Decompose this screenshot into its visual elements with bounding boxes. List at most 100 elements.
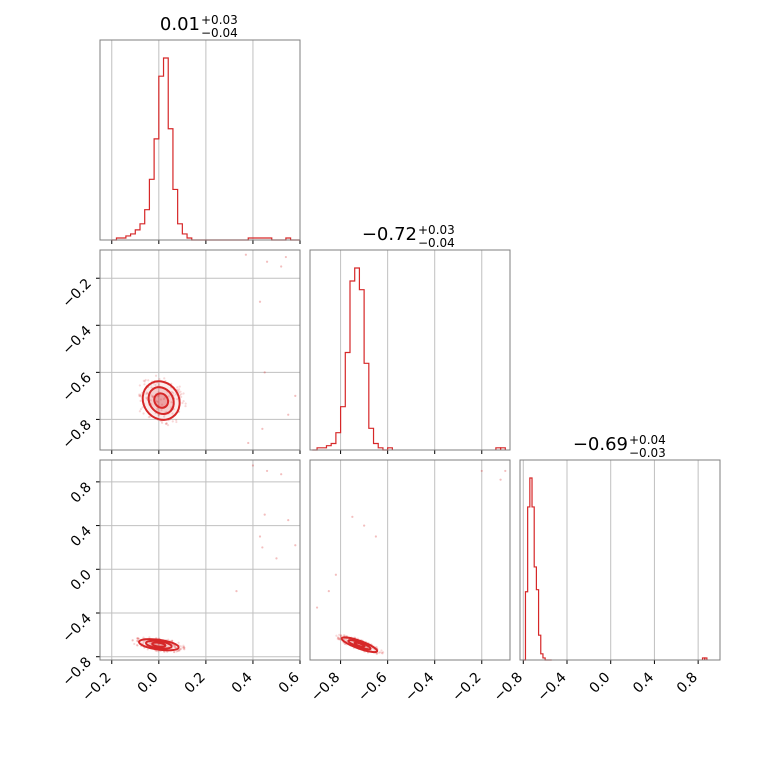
sample-point	[184, 405, 187, 408]
hist-bar	[164, 58, 169, 240]
panel-frame	[99, 39, 301, 241]
panel-frame	[519, 459, 721, 661]
outlier-point	[263, 371, 266, 374]
sample-point	[174, 646, 177, 649]
hist-bar	[326, 446, 331, 450]
hist-bar	[182, 234, 187, 240]
outlier-point	[258, 535, 262, 538]
sample-point	[155, 400, 158, 403]
sample-point	[158, 378, 161, 381]
panel-contour-param-3-vs-2: −0.8 −0.6 −0.4 −0.2	[308, 459, 511, 705]
outlier-point	[263, 513, 266, 516]
sample-point	[150, 386, 153, 389]
contour-level	[147, 386, 175, 415]
sample-point	[138, 384, 141, 387]
sample-point	[160, 408, 163, 412]
sample-point	[380, 651, 383, 655]
sample-point	[135, 643, 139, 647]
sample-point	[142, 636, 145, 639]
hist-bar	[336, 433, 341, 450]
sample-point	[338, 636, 341, 639]
sample-point	[138, 394, 141, 397]
hist-bar	[149, 179, 154, 240]
contour-level	[353, 641, 366, 648]
sample-point	[157, 383, 161, 386]
sample-point	[170, 639, 174, 642]
sample-point	[337, 638, 341, 641]
sample-point	[175, 650, 178, 653]
sample-point	[182, 646, 185, 649]
sample-point	[136, 644, 139, 647]
sample-point	[339, 634, 343, 637]
sample-point	[139, 394, 142, 397]
title-param-2-median: −0.72	[362, 224, 417, 245]
panel-contour-param-3-vs-1: −0.2 0.0 0.2 0.4 0.6−0.8−0.40.00.40.8	[59, 459, 303, 705]
x-tick-label: −0.8	[308, 670, 343, 705]
sample-point	[145, 397, 149, 400]
sample-point	[375, 652, 379, 655]
outlier-point	[287, 519, 290, 522]
hist-bar	[374, 444, 379, 451]
contour-level	[151, 641, 167, 648]
sample-point	[131, 638, 134, 642]
sample-point	[147, 416, 151, 419]
sample-point	[136, 639, 139, 642]
sample-point	[336, 637, 339, 641]
sample-point	[157, 414, 160, 417]
hist-bar	[355, 268, 360, 450]
outlier-point	[334, 573, 337, 576]
sample-point	[183, 646, 186, 649]
sample-point	[137, 637, 140, 640]
hist-bar	[140, 224, 145, 240]
panel-hist-param-3: −0.8 −0.4 0.0 0.4 0.8	[491, 459, 721, 705]
y-tick-label: 0.0	[68, 567, 95, 594]
sample-point	[138, 410, 141, 413]
outlier-point	[480, 469, 483, 473]
title-param-1-upper: +0.03	[201, 13, 238, 27]
sample-point	[180, 395, 183, 399]
sample-point	[151, 395, 154, 398]
hist-bar	[341, 407, 346, 450]
x-tick-label: −0.2	[449, 670, 484, 705]
sample-point	[336, 636, 340, 639]
outlier-point	[499, 478, 502, 481]
sample-point	[171, 639, 174, 642]
sample-point	[336, 637, 340, 640]
outlier-point	[327, 590, 330, 593]
outlier-point	[235, 590, 238, 593]
sample-point	[173, 645, 176, 648]
sample-point	[167, 638, 170, 641]
title-param-1-median: 0.01	[160, 14, 200, 35]
sample-point	[145, 391, 148, 394]
sample-point	[159, 398, 163, 401]
x-tick-label: 0.0	[586, 670, 613, 697]
outlier-point	[351, 515, 354, 518]
sample-point	[139, 395, 142, 398]
sample-point	[160, 403, 164, 406]
sample-point	[177, 649, 181, 652]
sample-point	[156, 395, 159, 398]
contour-level	[153, 392, 170, 409]
hist-step-line	[523, 477, 552, 661]
hist-bar	[178, 224, 183, 240]
hist-bar	[173, 189, 178, 240]
hist-bar	[704, 657, 708, 660]
sample-point	[156, 400, 159, 404]
outlier-point	[294, 544, 297, 547]
outlier-point	[258, 300, 262, 303]
sample-point	[380, 649, 383, 652]
sample-point	[142, 379, 145, 382]
sample-point	[181, 646, 184, 649]
sample-point	[156, 408, 159, 411]
outlier-point	[275, 557, 278, 560]
hist-bar	[350, 281, 355, 450]
y-tick-label: −0.4	[59, 323, 94, 358]
x-tick-label: 0.8	[674, 670, 701, 697]
sample-point	[182, 647, 186, 650]
hist-step-line	[111, 57, 300, 241]
sample-point	[375, 646, 378, 649]
sample-point	[137, 637, 140, 640]
sample-point	[177, 649, 180, 652]
sample-point	[178, 648, 181, 651]
